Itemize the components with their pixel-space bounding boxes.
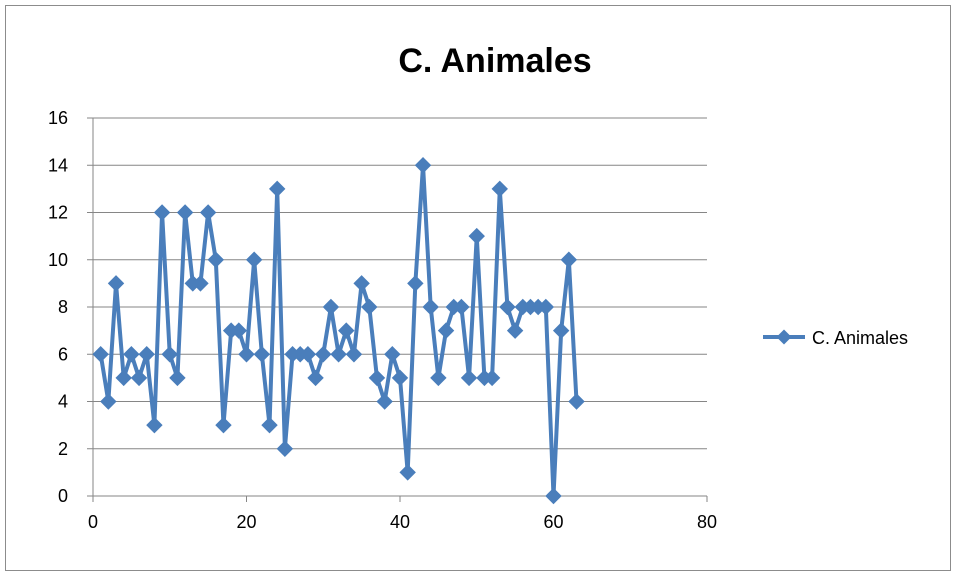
data-point [483, 369, 501, 387]
data-point [238, 346, 255, 363]
y-tick-label: 2 [58, 439, 68, 459]
data-point [353, 275, 370, 292]
data-point [330, 346, 347, 363]
data-point [115, 369, 132, 387]
data-point [146, 416, 163, 434]
data-point [253, 346, 271, 363]
data-point [207, 251, 225, 268]
data-point [230, 322, 248, 339]
data-point [138, 346, 155, 363]
x-tick-label: 20 [236, 512, 256, 532]
x-tick-label: 80 [697, 512, 717, 532]
data-point [153, 204, 171, 221]
y-tick-label: 10 [48, 250, 68, 270]
data-point [491, 180, 508, 198]
y-tick-label: 4 [58, 392, 68, 412]
data-point [245, 251, 263, 268]
data-point [307, 369, 324, 387]
y-tick-label: 6 [58, 344, 68, 364]
data-point [376, 393, 393, 410]
data-point [430, 369, 447, 387]
data-point [161, 346, 178, 363]
data-point [453, 298, 470, 316]
line-chart: C. Animales 0 20 40 60 80 0 2 4 6 8 10 12 14 16 C. A… [48, 42, 908, 532]
data-point [422, 298, 439, 316]
data-point [169, 369, 186, 387]
data-point [368, 369, 386, 387]
data-point [560, 251, 578, 268]
data-point [261, 416, 278, 434]
data-point [199, 204, 217, 221]
y-tick-label: 16 [48, 108, 68, 128]
data-point [384, 346, 401, 363]
data-point [499, 298, 516, 316]
data-point [338, 322, 355, 339]
legend-marker [776, 329, 792, 345]
x-tick-label: 40 [390, 512, 410, 532]
data-point [107, 275, 125, 292]
data-point [92, 346, 109, 363]
data-point [399, 464, 416, 481]
legend: C. Animales [763, 328, 908, 348]
data-point [299, 346, 317, 363]
data-point [215, 416, 232, 434]
chart-frame: C. Animales 0 20 40 60 80 0 2 4 6 8 10 12 14 16 C. A… [5, 5, 951, 571]
y-tick-label: 0 [58, 486, 68, 506]
data-point [100, 393, 117, 410]
data-point [407, 275, 424, 292]
series-group [92, 157, 585, 505]
y-tick-label: 12 [48, 203, 68, 223]
data-point [192, 275, 209, 292]
y-tick-label: 14 [48, 155, 68, 175]
x-tick-labels: 0 20 40 60 80 [88, 512, 717, 532]
x-tick-label: 60 [543, 512, 563, 532]
data-point [361, 298, 378, 316]
data-point [437, 322, 455, 339]
data-point [460, 369, 478, 387]
data-point [322, 298, 340, 316]
data-point [123, 346, 140, 363]
data-point [130, 369, 148, 387]
data-point [345, 346, 363, 363]
data-point [537, 298, 555, 316]
data-point [315, 346, 332, 363]
data-point [268, 180, 286, 198]
legend-label: C. Animales [812, 328, 908, 348]
data-point [506, 322, 524, 339]
data-point [545, 487, 562, 505]
data-point [176, 204, 194, 221]
data-point [391, 369, 409, 387]
data-point [414, 157, 432, 174]
chart-title: C. Animales [398, 42, 591, 80]
data-point [468, 227, 485, 245]
data-point [276, 440, 294, 457]
data-point [552, 322, 570, 339]
y-tick-label: 8 [58, 297, 68, 317]
data-point [568, 393, 585, 410]
y-tick-labels: 0 2 4 6 8 10 12 14 16 [48, 108, 68, 506]
x-tick-label: 0 [88, 512, 98, 532]
